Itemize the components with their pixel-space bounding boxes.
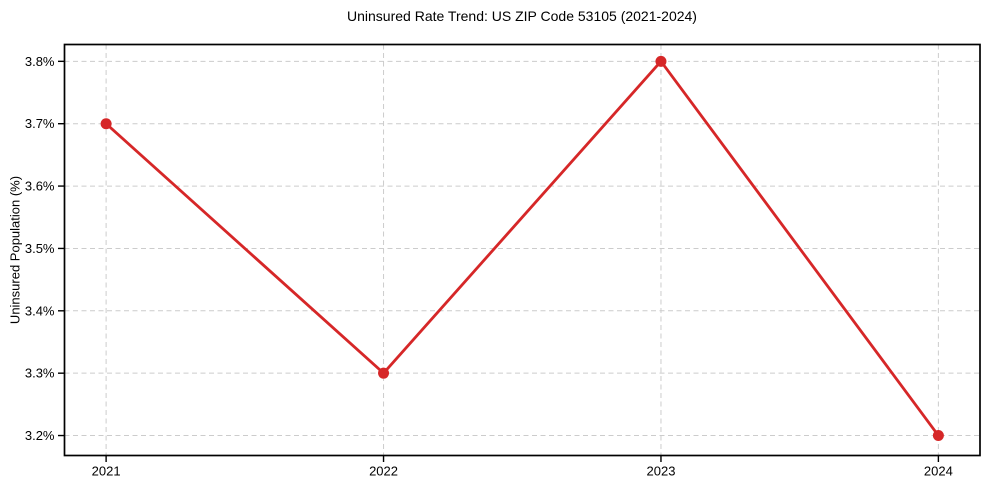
x-tick-label: 2023 — [647, 464, 676, 479]
data-point-marker — [655, 55, 667, 67]
plot-border — [63, 43, 981, 457]
x-tick-label: 2022 — [369, 464, 398, 479]
data-point-marker — [100, 118, 112, 130]
y-tick-label: 3.4% — [25, 303, 55, 318]
y-tick-label: 3.5% — [25, 241, 55, 256]
x-tick-label: 2021 — [92, 464, 121, 479]
y-tick-label: 3.8% — [25, 54, 55, 69]
data-point-marker — [932, 430, 944, 442]
y-tick-label: 3.2% — [25, 428, 55, 443]
y-tick-label: 3.3% — [25, 366, 55, 381]
y-tick-label: 3.6% — [25, 179, 55, 194]
x-tick-label: 2024 — [924, 464, 953, 479]
y-tick-label: 3.7% — [25, 116, 55, 131]
chart-title: Uninsured Rate Trend: US ZIP Code 53105 … — [347, 8, 697, 24]
trend-line — [104, 59, 940, 437]
data-point-marker — [378, 367, 390, 379]
